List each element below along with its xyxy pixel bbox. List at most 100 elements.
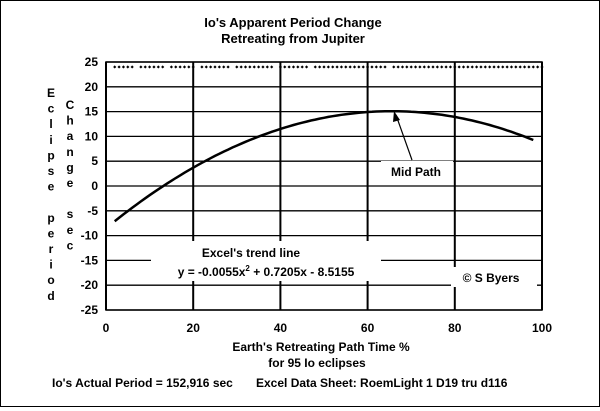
data-point bbox=[383, 65, 387, 69]
x-tick-labels: 0 20 40 60 80 100 bbox=[103, 321, 553, 335]
data-point bbox=[370, 65, 374, 69]
y-axis-label-right-letter: c bbox=[67, 238, 74, 252]
data-point bbox=[366, 65, 370, 69]
y-axis-label-left-letter: s bbox=[48, 164, 55, 178]
data-point bbox=[475, 65, 479, 69]
data-point bbox=[278, 65, 282, 69]
data-point bbox=[440, 65, 444, 69]
data-point bbox=[296, 65, 300, 69]
trend-line bbox=[113, 109, 534, 223]
y-tick-label: 15 bbox=[85, 105, 99, 119]
data-point bbox=[148, 65, 152, 69]
y-axis-label-right-letter: e bbox=[67, 176, 74, 190]
data-point bbox=[261, 65, 265, 69]
y-axis-label-right-letter: h bbox=[66, 114, 73, 128]
data-point bbox=[121, 65, 126, 69]
data-point bbox=[265, 65, 269, 69]
data-point bbox=[431, 65, 435, 69]
data-point bbox=[113, 65, 117, 69]
data-point bbox=[339, 65, 344, 69]
data-point bbox=[361, 65, 365, 69]
x-tick-label: 40 bbox=[274, 321, 288, 335]
trend-line-group bbox=[113, 109, 534, 223]
data-point bbox=[374, 65, 378, 69]
mid-path-label-box bbox=[381, 161, 453, 181]
x-axis-label: Earth's Retreating Path Time % bbox=[232, 340, 410, 354]
data-point bbox=[405, 65, 409, 69]
footer-left-text: Io's Actual Period = 152,916 sec bbox=[52, 376, 233, 390]
y-axis-label-left-letter: l bbox=[49, 117, 52, 131]
data-point bbox=[357, 65, 361, 69]
y-axis-label-left-letter: o bbox=[47, 273, 54, 287]
data-point bbox=[536, 65, 540, 69]
data-point bbox=[187, 65, 191, 69]
data-point bbox=[418, 65, 422, 69]
trendline-label: Excel's trend line bbox=[202, 246, 301, 260]
data-point bbox=[400, 65, 405, 69]
data-point bbox=[156, 65, 160, 69]
data-point bbox=[470, 65, 474, 69]
data-point bbox=[457, 65, 461, 69]
data-point bbox=[152, 65, 156, 69]
data-point bbox=[335, 65, 339, 69]
data-point bbox=[126, 65, 130, 69]
data-point bbox=[379, 65, 383, 69]
y-tick-label: 10 bbox=[85, 129, 99, 143]
data-point bbox=[444, 65, 448, 69]
data-point bbox=[483, 65, 487, 69]
y-axis-label-right-letter: s bbox=[67, 207, 74, 221]
x-tick-label: 20 bbox=[187, 321, 201, 335]
data-point bbox=[222, 65, 226, 69]
data-point bbox=[235, 65, 239, 69]
data-point bbox=[509, 65, 514, 69]
data-point bbox=[322, 65, 326, 69]
mid-path-arrow-head bbox=[393, 111, 400, 122]
trendline-equation: y = -0.0055x2 + 0.7205x - 8.5155 bbox=[178, 264, 355, 279]
data-point bbox=[348, 65, 352, 69]
data-point bbox=[239, 65, 243, 69]
y-axis-label-left-letter: r bbox=[49, 242, 54, 256]
data-point bbox=[169, 65, 173, 69]
data-point bbox=[161, 65, 165, 69]
y-axis-label-left-letter: i bbox=[49, 133, 52, 147]
y-axis-label-right-letter: n bbox=[66, 145, 73, 159]
data-point bbox=[248, 65, 252, 69]
x-tick-label: 0 bbox=[103, 321, 110, 335]
y-tick-labels: 25 20 15 10 5 0 -5 -10 -15 -20 -25 bbox=[81, 55, 99, 317]
y-tick-label: -5 bbox=[87, 204, 98, 218]
data-point bbox=[352, 65, 357, 69]
data-point bbox=[270, 65, 274, 69]
data-point bbox=[204, 65, 208, 69]
data-point bbox=[326, 65, 330, 69]
mid-path-arrow-line bbox=[395, 114, 413, 161]
data-point bbox=[130, 65, 134, 69]
y-tick-label: 0 bbox=[91, 179, 98, 193]
data-points bbox=[113, 65, 544, 69]
data-point bbox=[427, 65, 431, 69]
y-axis-label-left-letter: p bbox=[47, 211, 54, 225]
data-point bbox=[283, 65, 287, 69]
y-axis-label-left-letter: e bbox=[48, 226, 55, 240]
mid-path-label: Mid Path bbox=[391, 165, 441, 179]
data-point bbox=[496, 65, 500, 69]
y-axis-label-right-letter: C bbox=[66, 98, 75, 112]
data-point bbox=[313, 65, 317, 69]
data-point bbox=[527, 65, 531, 69]
data-point bbox=[213, 65, 217, 69]
y-axis-label-left-letter: c bbox=[48, 102, 55, 116]
data-point bbox=[252, 65, 256, 69]
y-tick-label: -20 bbox=[81, 278, 99, 292]
y-tick-label: 5 bbox=[91, 154, 98, 168]
data-point bbox=[243, 65, 248, 69]
data-point bbox=[209, 65, 213, 69]
data-point bbox=[518, 65, 522, 69]
data-point bbox=[178, 65, 182, 69]
data-point bbox=[505, 65, 509, 69]
data-point bbox=[331, 65, 335, 69]
y-axis-label-left-letter: p bbox=[47, 148, 54, 162]
data-point bbox=[344, 65, 348, 69]
y-tick-label: -25 bbox=[81, 303, 99, 317]
data-point bbox=[409, 65, 413, 69]
